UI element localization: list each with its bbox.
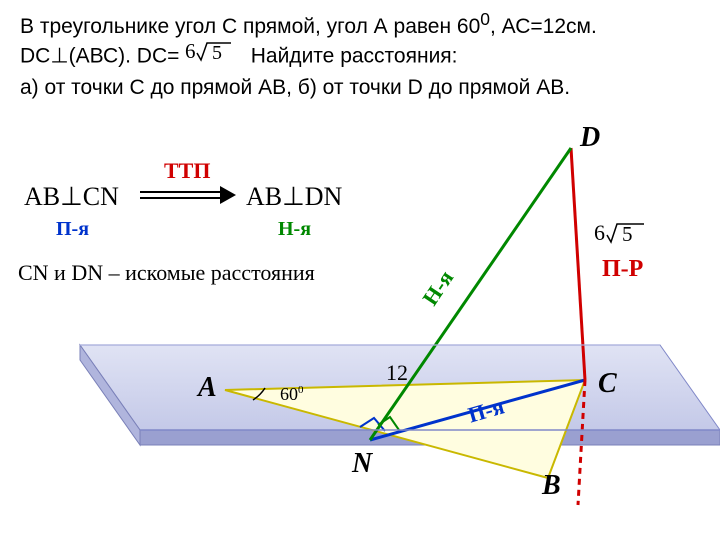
sqrt-rad2: 5 bbox=[622, 222, 633, 246]
vertex-a: А bbox=[198, 372, 217, 404]
vertex-b: В bbox=[542, 470, 561, 502]
sqrt-coeff2: 6 bbox=[594, 220, 605, 245]
angle-60: 600 bbox=[280, 384, 304, 405]
vertex-n: N bbox=[352, 448, 372, 480]
sqrt-icon: 6 5 bbox=[594, 220, 646, 246]
p-r-label: П-Р bbox=[602, 256, 643, 283]
vertex-c: С bbox=[598, 368, 617, 400]
dc-length: 6 5 bbox=[594, 220, 646, 251]
vertex-d: D bbox=[580, 122, 600, 154]
ac-length: 12 bbox=[386, 360, 408, 386]
